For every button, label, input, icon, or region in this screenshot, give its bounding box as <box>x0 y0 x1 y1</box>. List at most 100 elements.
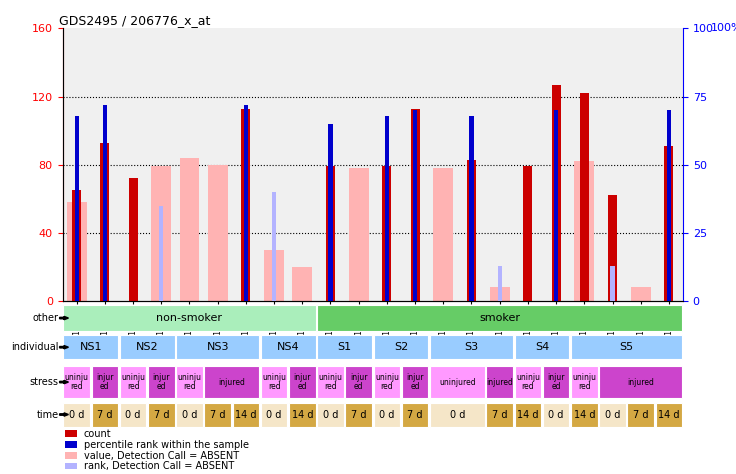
Bar <box>261 366 287 398</box>
Text: 0 d: 0 d <box>323 410 338 419</box>
Bar <box>65 463 77 470</box>
Text: non-smoker: non-smoker <box>157 313 222 323</box>
Bar <box>514 402 541 427</box>
Bar <box>328 124 333 301</box>
Text: 14 d: 14 d <box>235 410 257 419</box>
Text: 7 d: 7 d <box>633 410 648 419</box>
Bar <box>67 202 87 301</box>
Bar <box>514 366 541 398</box>
Text: injured: injured <box>627 378 654 386</box>
Bar <box>180 158 199 301</box>
Text: 0 d: 0 d <box>605 410 620 419</box>
Text: 0 d: 0 d <box>548 410 564 419</box>
Bar <box>129 178 138 301</box>
Text: NS1: NS1 <box>79 342 102 352</box>
Bar <box>599 366 682 398</box>
Text: 14 d: 14 d <box>658 410 679 419</box>
Bar <box>574 161 594 301</box>
Text: count: count <box>84 429 111 439</box>
Text: 14 d: 14 d <box>291 410 313 419</box>
Bar <box>345 366 372 398</box>
Text: uninju
red: uninju red <box>262 373 286 392</box>
Text: 7 d: 7 d <box>210 410 225 419</box>
Text: NS2: NS2 <box>136 342 158 352</box>
Text: S5: S5 <box>620 342 634 352</box>
Bar <box>470 116 473 301</box>
Bar <box>543 402 570 427</box>
Bar <box>74 116 79 301</box>
Text: injur
ed: injur ed <box>350 373 367 392</box>
Text: rank, Detection Call = ABSENT: rank, Detection Call = ABSENT <box>84 462 234 472</box>
Bar <box>289 366 316 398</box>
Bar <box>385 116 389 301</box>
Bar <box>152 166 171 301</box>
Bar <box>430 335 513 359</box>
Bar <box>580 93 589 301</box>
Bar <box>65 452 77 459</box>
Bar <box>665 146 673 301</box>
Bar <box>514 335 570 359</box>
Text: uninju
red: uninju red <box>65 373 88 392</box>
Bar <box>65 441 77 448</box>
Text: 0 d: 0 d <box>379 410 394 419</box>
Text: percentile rank within the sample: percentile rank within the sample <box>84 440 249 450</box>
Text: injur
ed: injur ed <box>294 373 311 392</box>
Text: 7 d: 7 d <box>154 410 169 419</box>
Text: injur
ed: injur ed <box>548 373 565 392</box>
Text: individual: individual <box>11 342 59 352</box>
Bar <box>272 192 276 301</box>
Bar <box>72 190 81 301</box>
Text: 7 d: 7 d <box>97 410 113 419</box>
Text: NS4: NS4 <box>277 342 300 352</box>
Bar <box>208 165 227 301</box>
Bar <box>543 366 570 398</box>
Bar <box>608 195 617 301</box>
Bar <box>317 335 372 359</box>
Bar <box>631 287 651 301</box>
Text: stress: stress <box>30 377 59 387</box>
Bar <box>486 402 513 427</box>
Text: 0 d: 0 d <box>266 410 282 419</box>
Bar <box>345 402 372 427</box>
Bar <box>261 335 316 359</box>
Bar <box>326 166 335 301</box>
Bar <box>205 402 231 427</box>
Bar <box>571 366 598 398</box>
Bar <box>63 402 90 427</box>
Bar <box>523 166 532 301</box>
Bar <box>176 366 202 398</box>
Text: 7 d: 7 d <box>351 410 367 419</box>
Text: 7 d: 7 d <box>492 410 507 419</box>
Bar <box>103 105 107 301</box>
Bar <box>233 402 259 427</box>
Text: uninjured: uninjured <box>439 378 475 386</box>
Text: 0 d: 0 d <box>69 410 85 419</box>
Text: other: other <box>33 313 59 323</box>
Bar <box>63 335 118 359</box>
Bar <box>434 168 453 301</box>
Bar <box>289 402 316 427</box>
Bar <box>120 402 146 427</box>
Bar <box>430 366 485 398</box>
Text: injur
ed: injur ed <box>96 373 113 392</box>
Text: uninju
red: uninju red <box>177 373 202 392</box>
Text: uninju
red: uninju red <box>319 373 342 392</box>
Bar <box>261 402 287 427</box>
Bar <box>430 402 485 427</box>
Text: uninju
red: uninju red <box>375 373 399 392</box>
Text: S2: S2 <box>394 342 408 352</box>
Bar <box>571 402 598 427</box>
Bar <box>628 402 654 427</box>
Text: smoker: smoker <box>479 313 520 323</box>
Bar <box>63 305 316 331</box>
Bar <box>374 402 400 427</box>
Bar <box>63 366 90 398</box>
Bar <box>176 335 259 359</box>
Bar <box>120 366 146 398</box>
Bar <box>292 267 312 301</box>
Text: time: time <box>37 410 59 419</box>
Bar <box>486 366 513 398</box>
Bar <box>413 110 417 301</box>
Bar <box>65 430 77 438</box>
Text: injur
ed: injur ed <box>152 373 170 392</box>
